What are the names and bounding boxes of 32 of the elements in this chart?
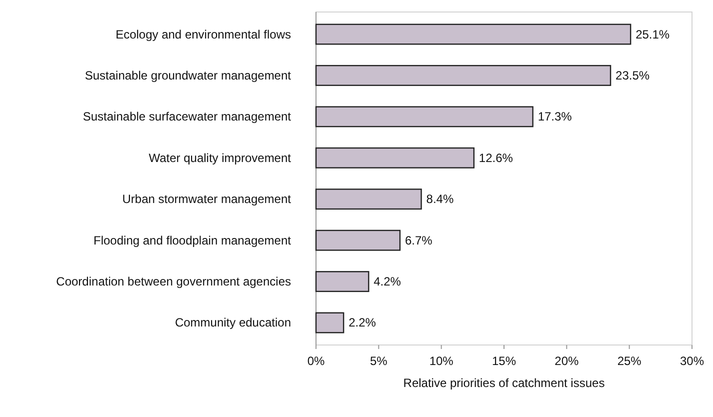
x-tick-label: 25% (617, 354, 642, 368)
data-label: 23.5% (616, 68, 650, 82)
bar (315, 271, 370, 292)
data-label: 2.2% (348, 316, 376, 330)
x-tick-label: 0% (307, 354, 325, 368)
y-tick-label: Urban stormwater management (122, 192, 292, 206)
y-tick-label: Coordination between government agencies (56, 274, 291, 289)
x-tick-label: 15% (492, 354, 516, 368)
y-tick-label: Sustainable groundwater management (84, 68, 292, 82)
data-label: 17.3% (538, 110, 572, 124)
bar (315, 188, 422, 210)
bar (315, 64, 612, 86)
bar (315, 230, 401, 251)
data-label: 8.4% (426, 192, 454, 206)
bar (315, 312, 344, 334)
x-tick-label: 30% (680, 354, 704, 368)
y-tick-label: Flooding and floodplain management (94, 233, 292, 248)
y-tick-label: Ecology and environmental flows (116, 27, 291, 42)
y-tick-label: Sustainable surfacewater management (82, 110, 292, 124)
y-tick-label: Community education (174, 316, 291, 330)
bar (315, 106, 534, 128)
bar (315, 24, 632, 45)
data-label: 6.7% (404, 233, 433, 248)
x-tick-label: 20% (554, 354, 579, 368)
data-label: 25.1% (636, 27, 670, 42)
data-label: 12.6% (478, 150, 514, 165)
x-tick-label: 5% (370, 354, 388, 368)
bar (315, 147, 475, 168)
x-axis-title: Relative priorities of catchment issues (403, 376, 605, 390)
data-label: 4.2% (374, 274, 402, 289)
y-tick-label: Water quality improvement (148, 150, 292, 165)
x-tick-label: 10% (429, 354, 454, 368)
